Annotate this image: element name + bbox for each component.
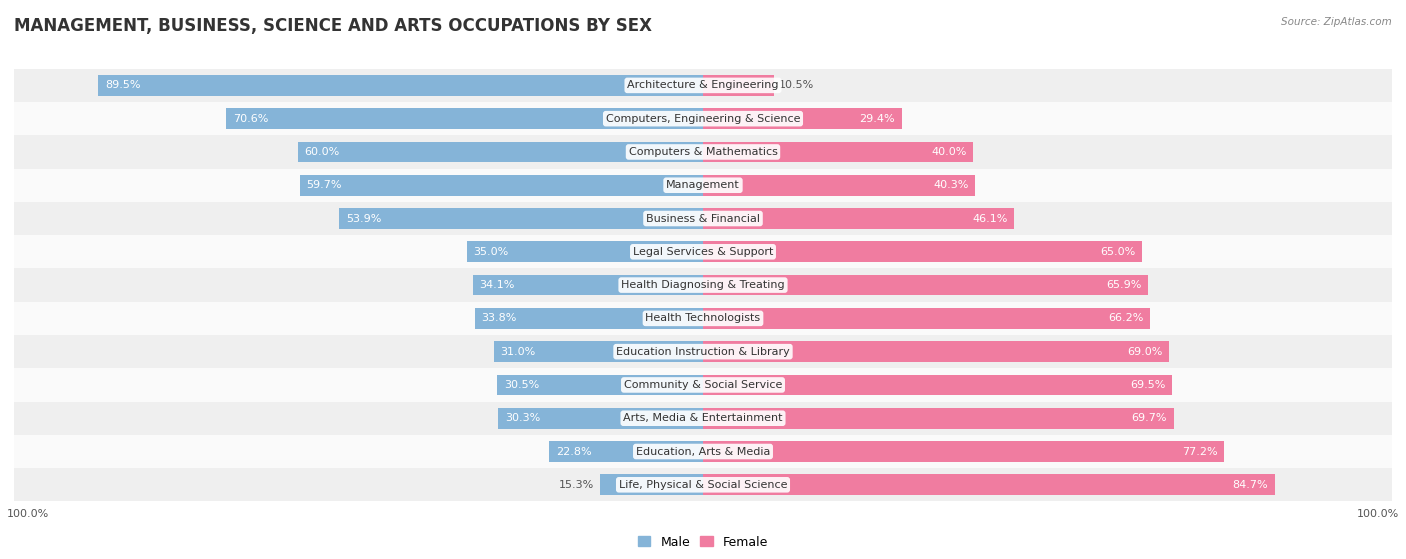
Bar (498, 408, 703, 429)
Text: 30.3%: 30.3% (505, 413, 540, 423)
Bar (14, 69, 1392, 102)
Text: 53.9%: 53.9% (346, 214, 381, 224)
Bar (98, 75, 703, 96)
Text: Computers, Engineering & Science: Computers, Engineering & Science (606, 113, 800, 124)
Text: Management: Management (666, 180, 740, 190)
Bar (599, 475, 703, 495)
Bar (14, 102, 1392, 135)
Bar (496, 375, 703, 395)
Text: Arts, Media & Entertainment: Arts, Media & Entertainment (623, 413, 783, 423)
Text: 40.3%: 40.3% (934, 180, 969, 190)
Text: 65.0%: 65.0% (1099, 247, 1135, 257)
Text: 65.9%: 65.9% (1107, 280, 1142, 290)
Bar (703, 241, 1142, 262)
Bar (14, 302, 1392, 335)
Text: 34.1%: 34.1% (479, 280, 515, 290)
Text: 30.5%: 30.5% (503, 380, 538, 390)
Bar (14, 235, 1392, 268)
Text: 69.5%: 69.5% (1130, 380, 1166, 390)
Text: 66.2%: 66.2% (1108, 314, 1143, 323)
Bar (703, 275, 1149, 295)
Bar (703, 308, 1150, 329)
Bar (703, 108, 901, 129)
Bar (703, 342, 1168, 362)
Text: 35.0%: 35.0% (474, 247, 509, 257)
Text: 77.2%: 77.2% (1182, 447, 1218, 457)
Text: 84.7%: 84.7% (1233, 480, 1268, 490)
Bar (14, 401, 1392, 435)
Bar (299, 175, 703, 196)
Text: 29.4%: 29.4% (859, 113, 894, 124)
Bar (14, 169, 1392, 202)
Text: 46.1%: 46.1% (972, 214, 1008, 224)
Text: 31.0%: 31.0% (501, 347, 536, 357)
Text: 89.5%: 89.5% (105, 80, 141, 91)
Bar (703, 141, 973, 162)
Bar (703, 375, 1173, 395)
Bar (703, 208, 1014, 229)
Text: Community & Social Service: Community & Social Service (624, 380, 782, 390)
Bar (14, 468, 1392, 501)
Text: 10.5%: 10.5% (779, 80, 814, 91)
Text: 69.7%: 69.7% (1132, 413, 1167, 423)
Text: Life, Physical & Social Science: Life, Physical & Social Science (619, 480, 787, 490)
Bar (703, 175, 976, 196)
Bar (703, 441, 1225, 462)
Text: 59.7%: 59.7% (307, 180, 342, 190)
Legend: Male, Female: Male, Female (633, 530, 773, 553)
Bar (548, 441, 703, 462)
Text: 22.8%: 22.8% (555, 447, 592, 457)
Text: 70.6%: 70.6% (233, 113, 269, 124)
Text: Health Technologists: Health Technologists (645, 314, 761, 323)
Bar (494, 342, 703, 362)
Text: 15.3%: 15.3% (560, 480, 595, 490)
Bar (472, 275, 703, 295)
Text: Education, Arts & Media: Education, Arts & Media (636, 447, 770, 457)
Text: 33.8%: 33.8% (481, 314, 517, 323)
Bar (475, 308, 703, 329)
Text: Computers & Mathematics: Computers & Mathematics (628, 147, 778, 157)
Bar (14, 202, 1392, 235)
Bar (14, 268, 1392, 302)
Text: Architecture & Engineering: Architecture & Engineering (627, 80, 779, 91)
Bar (298, 141, 703, 162)
Bar (14, 135, 1392, 169)
Bar (703, 75, 773, 96)
Bar (14, 435, 1392, 468)
Bar (703, 408, 1174, 429)
Text: 40.0%: 40.0% (931, 147, 966, 157)
Bar (467, 241, 703, 262)
Text: 60.0%: 60.0% (305, 147, 340, 157)
Text: 69.0%: 69.0% (1128, 347, 1163, 357)
Bar (339, 208, 703, 229)
Bar (703, 475, 1275, 495)
Text: Legal Services & Support: Legal Services & Support (633, 247, 773, 257)
Text: Education Instruction & Library: Education Instruction & Library (616, 347, 790, 357)
Text: MANAGEMENT, BUSINESS, SCIENCE AND ARTS OCCUPATIONS BY SEX: MANAGEMENT, BUSINESS, SCIENCE AND ARTS O… (14, 17, 652, 35)
Text: Source: ZipAtlas.com: Source: ZipAtlas.com (1281, 17, 1392, 27)
Bar (226, 108, 703, 129)
Text: Health Diagnosing & Treating: Health Diagnosing & Treating (621, 280, 785, 290)
Bar (14, 368, 1392, 401)
Text: Business & Financial: Business & Financial (645, 214, 761, 224)
Bar (14, 335, 1392, 368)
